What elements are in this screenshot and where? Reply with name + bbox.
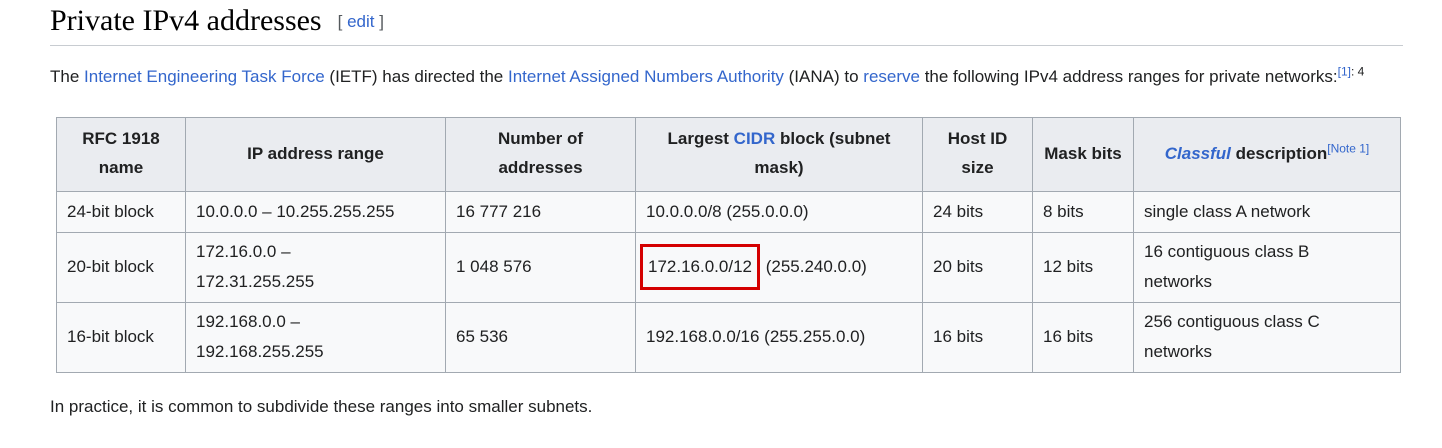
cell-cidr-block: 10.0.0.0/8 (255.0.0.0) — [635, 190, 923, 233]
cidr-subnet-mask: (255.240.0.0) — [760, 257, 867, 277]
edit-bracket-close: ] — [379, 12, 384, 31]
ietf-link[interactable]: Internet Engineering Task Force — [84, 66, 325, 86]
header-cell-rfc-name: RFC 1918 name — [56, 116, 186, 192]
cell-cidr-block: 192.168.0.0/16 (255.255.0.0) — [635, 301, 923, 373]
intro-text-1: The — [50, 66, 85, 86]
table-row-20bit: 20-bit block 172.16.0.0 – 172.31.255.255… — [56, 231, 1401, 303]
cidr-link[interactable]: CIDR — [733, 129, 776, 149]
cell-host-id-size: 24 bits — [922, 190, 1033, 233]
cell-classful-description: 16 contiguous class B networks — [1133, 231, 1401, 303]
header-cell-cidr-block: Largest CIDR block (subnet mask) — [635, 116, 923, 192]
cell-mask-bits: 12 bits — [1032, 231, 1134, 303]
cell-address-count: 16 777 216 — [445, 190, 636, 233]
cell-rfc-name: 24-bit block — [56, 190, 186, 233]
cell-rfc-name: 20-bit block — [56, 231, 186, 303]
table-header-row: RFC 1918 name IP address range Number of… — [56, 116, 1401, 192]
section-heading-text: Private IPv4 addresses — [50, 4, 322, 37]
highlight-box: 172.16.0.0/12 — [640, 244, 760, 291]
footer-note: In practice, it is common to subdivide t… — [50, 396, 593, 416]
table-row-16bit: 16-bit block 192.168.0.0 – 192.168.255.2… — [56, 301, 1401, 373]
private-ipv4-ranges-table: RFC 1918 name IP address range Number of… — [56, 116, 1401, 373]
cell-address-count: 65 536 — [445, 301, 636, 373]
intro-text-4: the following IPv4 address ranges for pr… — [919, 66, 1338, 86]
cidr-header-pre: Largest — [667, 129, 734, 149]
header-cell-host-id-size: Host ID size — [922, 116, 1033, 192]
content-area: Private IPv4 addresses [ edit ] The Inter… — [50, 0, 1403, 420]
highlighted-cidr-value: 172.16.0.0/12 — [648, 257, 752, 277]
cell-ip-range: 192.168.0.0 – 192.168.255.255 — [185, 301, 446, 373]
header-cell-classful-description: Classful description[Note 1] — [1133, 116, 1401, 192]
edit-section: [ edit ] — [338, 12, 384, 31]
cell-address-count: 1 048 576 — [445, 231, 636, 303]
intro-text-2: (IETF) has directed the — [324, 66, 508, 86]
table-row-24bit: 24-bit block 10.0.0.0 – 10.255.255.255 1… — [56, 190, 1401, 233]
citation-ref: [1]: 4 — [1338, 64, 1365, 78]
header-cell-address-count: Number of addresses — [445, 116, 636, 192]
page-title: Private IPv4 addresses [ edit ] — [50, 4, 1403, 46]
note-ref-link[interactable]: [Note 1] — [1327, 141, 1370, 156]
edit-bracket-open: [ — [337, 12, 343, 31]
cell-ip-range: 10.0.0.0 – 10.255.255.255 — [185, 190, 446, 233]
cidr-header-post: block (subnet mask) — [754, 129, 891, 178]
classful-header-post: description — [1230, 143, 1328, 163]
cell-ip-range: 172.16.0.0 – 172.31.255.255 — [185, 231, 446, 303]
citation-page-number: : 4 — [1350, 63, 1365, 78]
intro-paragraph: The Internet Engineering Task Force (IET… — [50, 60, 1403, 93]
citation-ref-link[interactable]: [1] — [1337, 63, 1351, 78]
cell-mask-bits: 16 bits — [1032, 301, 1134, 373]
header-cell-ip-range: IP address range — [185, 116, 446, 192]
note-ref: [Note 1] — [1327, 141, 1369, 155]
edit-link[interactable]: edit — [347, 12, 375, 31]
cell-rfc-name: 16-bit block — [56, 301, 186, 373]
iana-link[interactable]: Internet Assigned Numbers Authority — [507, 66, 784, 86]
cell-cidr-block: 172.16.0.0/12 (255.240.0.0) — [635, 231, 923, 303]
classful-link[interactable]: Classful — [1164, 143, 1231, 163]
cell-mask-bits: 8 bits — [1032, 190, 1134, 233]
cell-classful-description: 256 contiguous class C networks — [1133, 301, 1401, 373]
header-cell-mask-bits: Mask bits — [1032, 116, 1134, 192]
cell-host-id-size: 20 bits — [922, 231, 1033, 303]
intro-text-3: (IANA) to — [783, 66, 864, 86]
cell-host-id-size: 16 bits — [922, 301, 1033, 373]
cell-classful-description: single class A network — [1133, 190, 1401, 233]
reserve-link[interactable]: reserve — [863, 66, 920, 86]
